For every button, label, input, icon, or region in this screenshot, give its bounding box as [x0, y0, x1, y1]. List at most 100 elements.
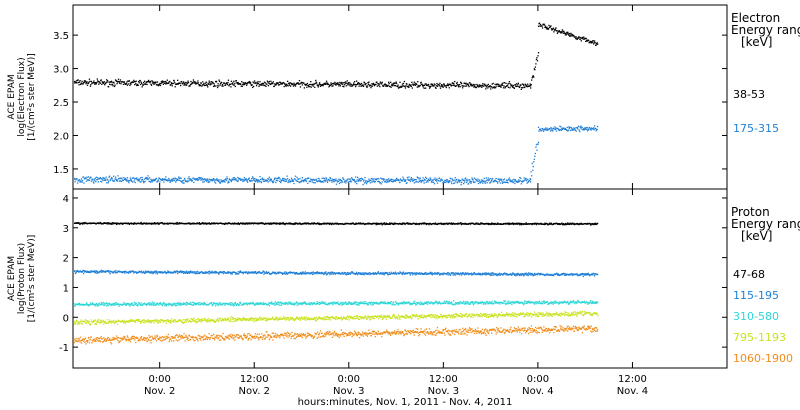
data-point: [519, 224, 521, 226]
data-point: [589, 223, 591, 225]
data-point: [545, 274, 547, 276]
data-point: [568, 127, 570, 130]
data-point: [348, 178, 350, 180]
data-point: [529, 85, 531, 87]
data-point: [182, 272, 185, 274]
data-point: [294, 175, 297, 177]
data-point: [546, 274, 549, 276]
data-point: [179, 180, 182, 182]
data-point: [410, 177, 413, 179]
data-point: [263, 81, 266, 83]
data-point: [211, 179, 213, 181]
data-point: [354, 272, 356, 275]
data-point: [511, 85, 514, 88]
data-point: [222, 179, 225, 182]
data-point: [208, 83, 210, 85]
data-point: [544, 26, 546, 29]
data-point: [355, 272, 357, 275]
data-point: [103, 302, 105, 304]
data-point: [125, 304, 128, 306]
data-point: [534, 274, 536, 276]
data-point: [592, 40, 594, 42]
data-point: [335, 302, 338, 304]
data-point: [279, 304, 281, 306]
data-point: [218, 181, 221, 183]
data-point: [259, 175, 261, 178]
data-point: [265, 271, 268, 273]
data-point: [270, 223, 272, 225]
data-point: [240, 83, 242, 86]
data-point: [415, 272, 417, 274]
data-point: [276, 177, 278, 179]
data-point: [443, 223, 445, 226]
data-point: [439, 274, 441, 276]
data-point: [532, 75, 534, 77]
data-point: [586, 273, 588, 276]
data-point: [394, 222, 396, 224]
data-point: [276, 222, 278, 224]
data-point: [452, 82, 454, 84]
data-point: [317, 272, 319, 275]
data-point: [123, 271, 125, 273]
data-point: [408, 83, 411, 86]
data-point: [278, 304, 280, 306]
data-point: [478, 84, 481, 86]
data-point: [163, 223, 165, 225]
data-point: [386, 179, 388, 181]
data-point: [366, 303, 369, 306]
data-point: [204, 84, 206, 87]
data-point: [246, 84, 248, 86]
data-point: [460, 81, 462, 83]
data-point: [284, 223, 286, 226]
data-point: [258, 303, 260, 306]
legend-title: Electron: [731, 11, 780, 25]
data-point: [414, 83, 416, 85]
data-point: [80, 82, 83, 84]
data-point: [80, 180, 82, 182]
data-point: [424, 179, 426, 181]
data-point: [317, 177, 319, 180]
data-point: [217, 180, 220, 183]
data-point: [133, 177, 135, 179]
data-point: [348, 82, 350, 84]
data-point: [365, 183, 368, 185]
data-point: [461, 272, 463, 275]
data-point: [128, 303, 131, 305]
data-point: [402, 272, 404, 274]
data-point: [418, 272, 420, 274]
data-point: [382, 178, 384, 180]
data-point: [494, 87, 496, 89]
data-point: [316, 302, 318, 305]
data-point: [242, 304, 244, 306]
data-point: [90, 80, 93, 83]
data-point: [176, 303, 178, 305]
data-point: [452, 179, 454, 182]
data-point: [289, 301, 292, 303]
data-point: [112, 85, 114, 87]
data-point: [116, 179, 118, 181]
data-point: [165, 303, 167, 306]
data-point: [194, 82, 196, 84]
data-point: [434, 83, 436, 86]
data-point: [148, 81, 151, 83]
data-point: [170, 84, 172, 86]
data-point: [81, 80, 83, 83]
data-point: [94, 82, 96, 84]
data-point: [213, 83, 215, 85]
data-point: [527, 178, 529, 181]
data-point: [290, 177, 293, 179]
y-tick-label: 1.5: [53, 165, 69, 176]
data-point: [490, 181, 492, 184]
data-point: [206, 180, 208, 183]
data-point: [391, 178, 393, 181]
data-point: [176, 179, 178, 182]
data-point: [152, 180, 154, 182]
data-point: [97, 81, 99, 83]
data-point: [515, 180, 517, 182]
data-point: [347, 178, 349, 180]
data-point: [456, 272, 458, 274]
data-point: [528, 273, 531, 276]
data-point: [336, 83, 339, 85]
data-point: [256, 179, 258, 182]
